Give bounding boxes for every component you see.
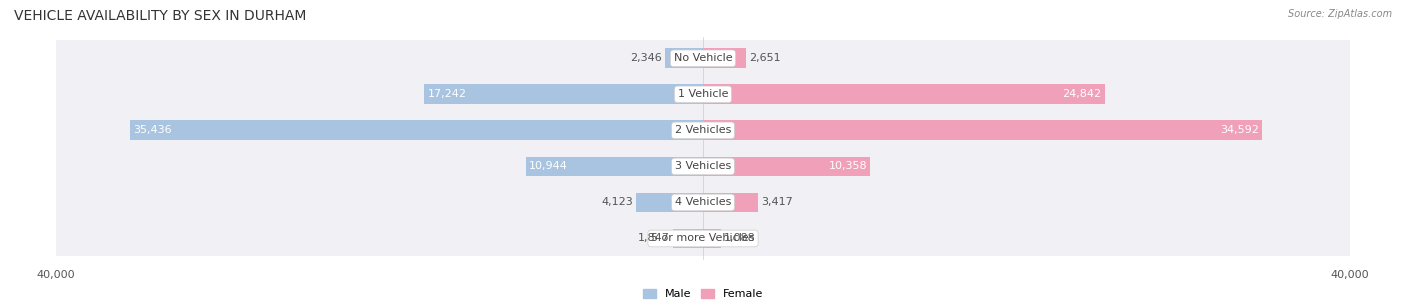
Bar [56,220,1350,256]
Text: 24,842: 24,842 [1063,89,1101,99]
Bar [665,48,703,68]
Bar [703,121,1263,140]
Bar [425,84,703,104]
Text: 35,436: 35,436 [134,125,172,135]
Text: 4,123: 4,123 [602,197,633,207]
Bar [703,229,721,248]
Bar [637,192,703,212]
Bar [56,112,1350,148]
Text: 2 Vehicles: 2 Vehicles [675,125,731,135]
Text: 4 Vehicles: 4 Vehicles [675,197,731,207]
Text: 1 Vehicle: 1 Vehicle [678,89,728,99]
Text: 3,417: 3,417 [762,197,793,207]
Text: 2,651: 2,651 [749,53,780,63]
Bar [129,121,703,140]
Text: 5 or more Vehicles: 5 or more Vehicles [651,233,755,244]
Text: 17,242: 17,242 [427,89,467,99]
Text: VEHICLE AVAILABILITY BY SEX IN DURHAM: VEHICLE AVAILABILITY BY SEX IN DURHAM [14,9,307,23]
Legend: Male, Female: Male, Female [638,285,768,304]
Text: No Vehicle: No Vehicle [673,53,733,63]
Bar [703,48,745,68]
Bar [56,76,1350,112]
Text: 10,358: 10,358 [828,162,868,171]
Bar [56,40,1350,76]
Bar [673,229,703,248]
Bar [703,156,870,176]
Bar [703,84,1105,104]
Text: 10,944: 10,944 [529,162,568,171]
Text: 3 Vehicles: 3 Vehicles [675,162,731,171]
Text: 34,592: 34,592 [1220,125,1260,135]
Text: 1,088: 1,088 [724,233,755,244]
Bar [56,185,1350,220]
Bar [703,192,758,212]
Text: Source: ZipAtlas.com: Source: ZipAtlas.com [1288,9,1392,19]
Text: 1,847: 1,847 [638,233,669,244]
Text: 2,346: 2,346 [630,53,662,63]
Bar [526,156,703,176]
Bar [56,148,1350,185]
